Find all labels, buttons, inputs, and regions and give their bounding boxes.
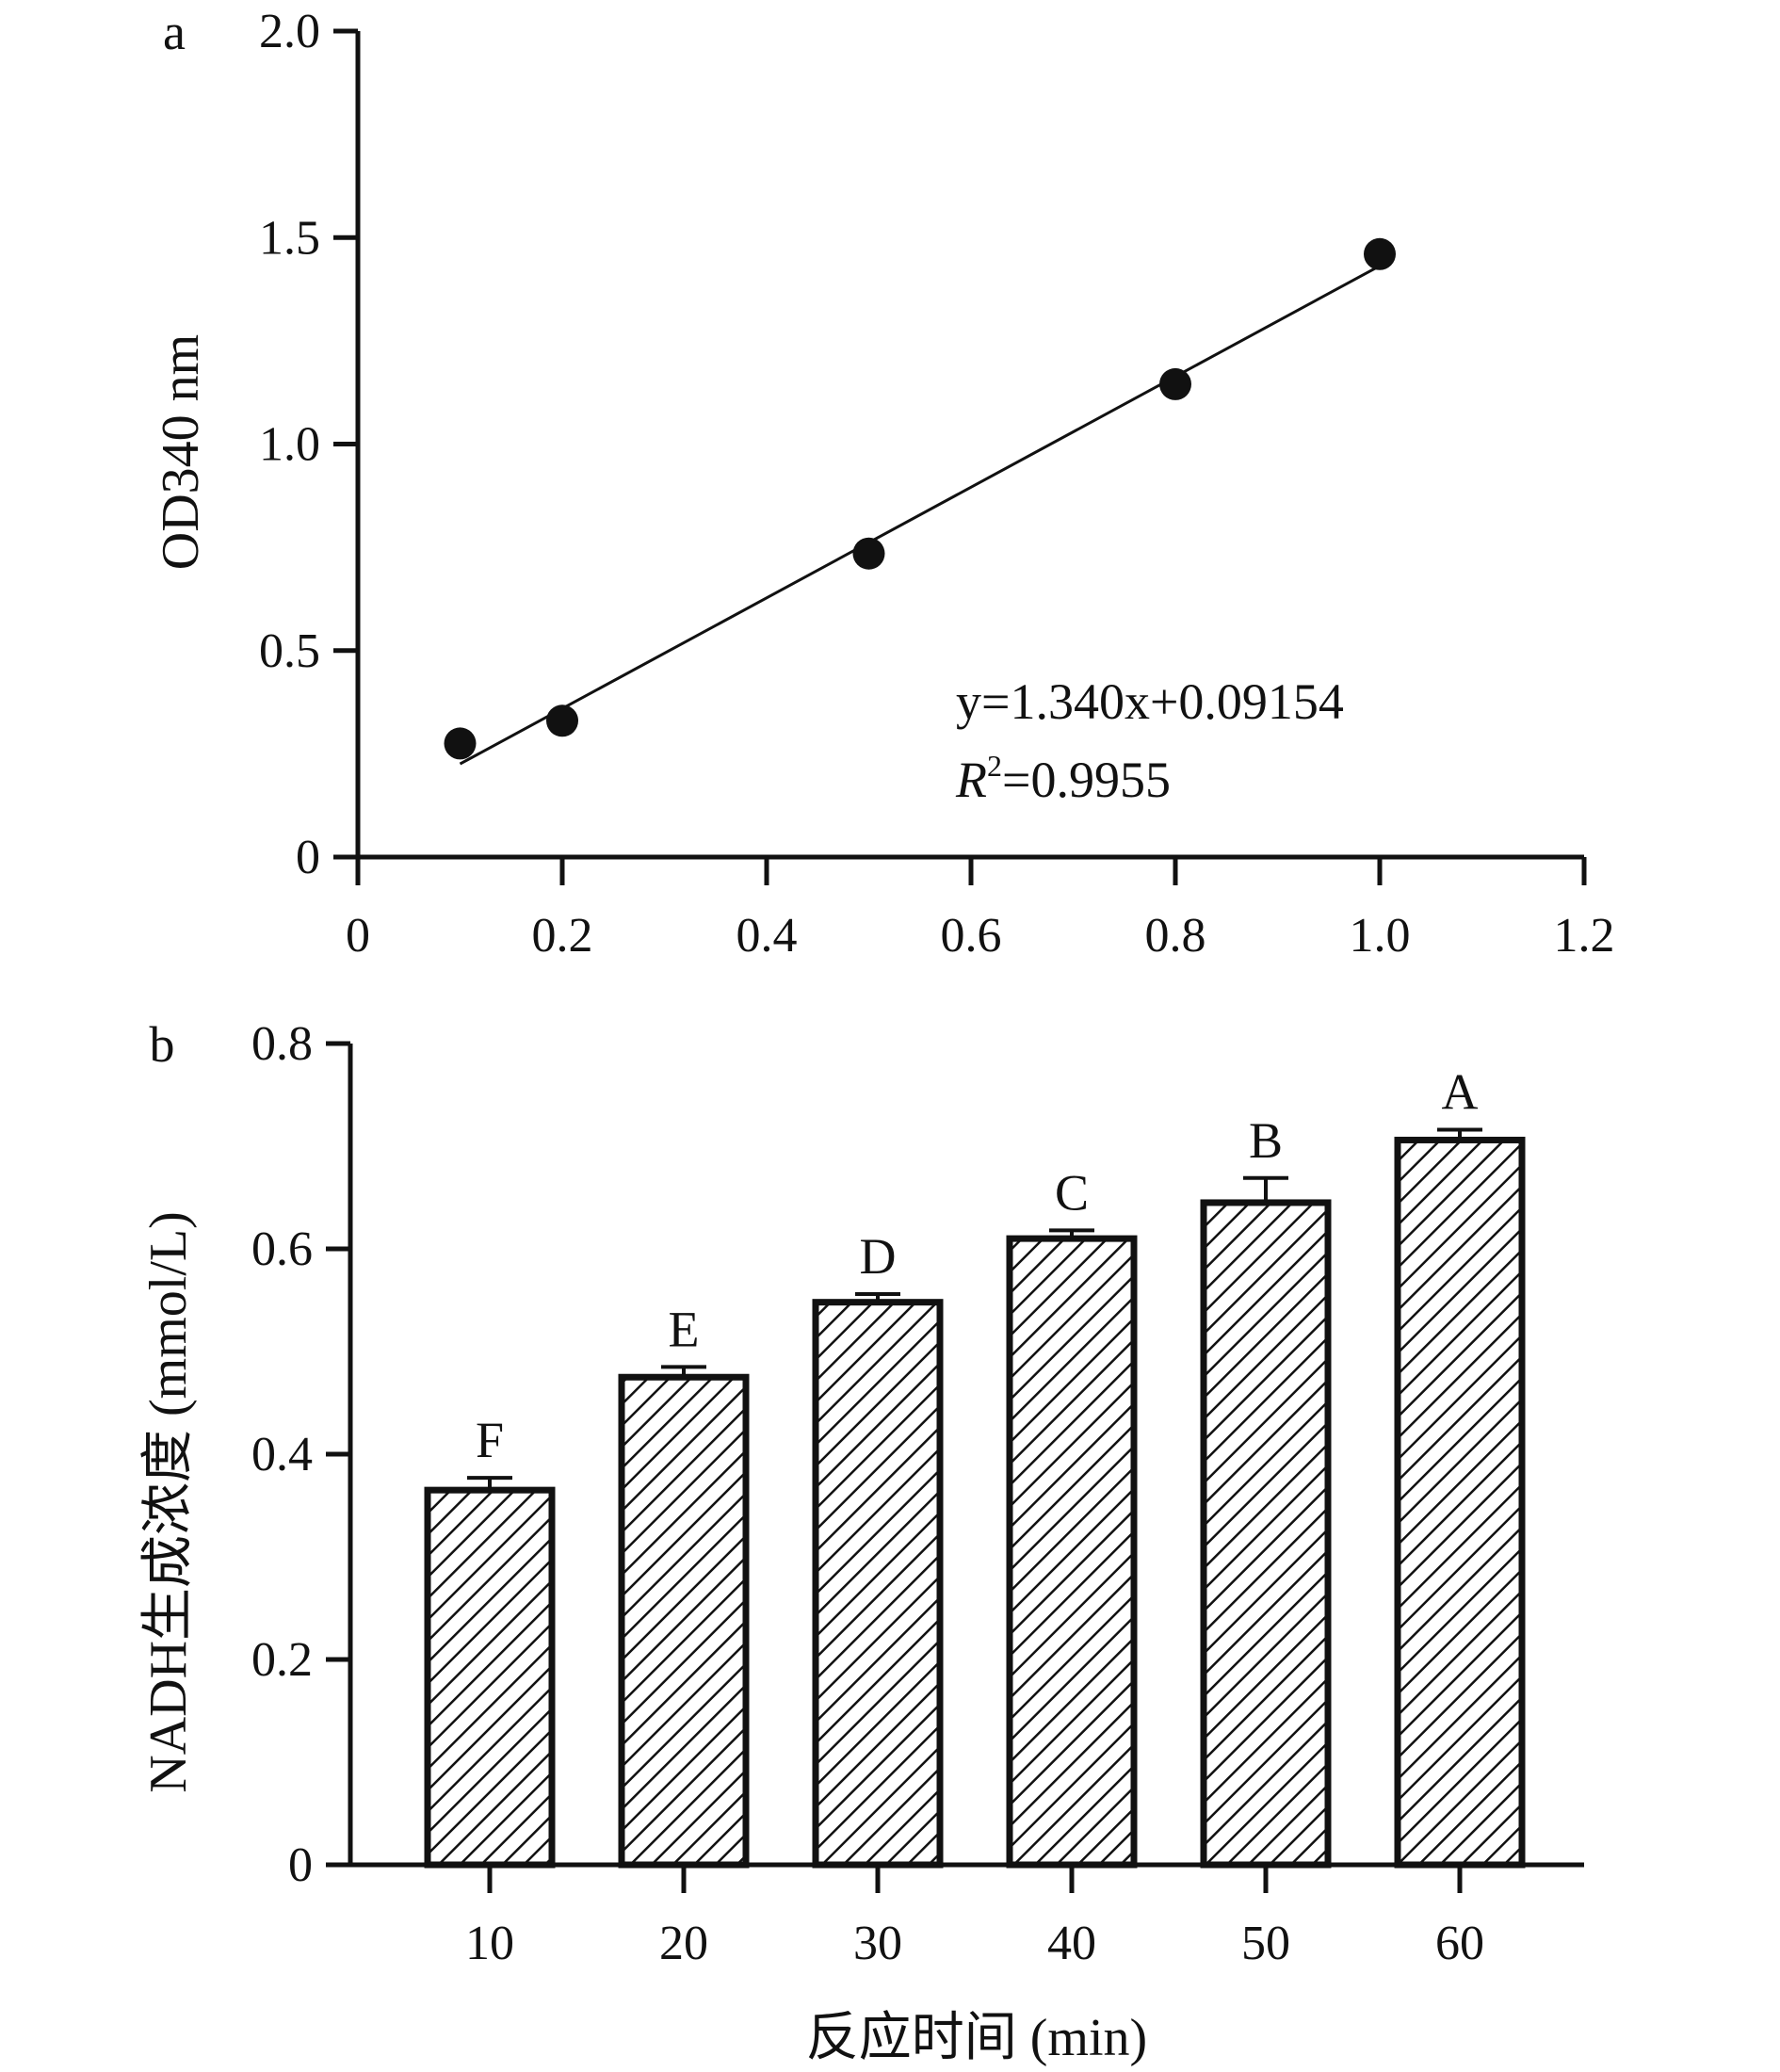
panel-b-significance-letter: B <box>1249 1112 1283 1169</box>
panel-b-significance-letter: D <box>860 1228 897 1285</box>
panel-a: a 0 0.5 1.0 1.5 2.0 0 0.2 0.4 0.6 0.8 1.0 1.2 OD340… <box>152 4 1615 963</box>
panel-a-fit-line-group <box>459 264 1381 766</box>
panel-a-x-tick-label: 0.2 <box>532 909 593 963</box>
panel-b-bar <box>618 1373 750 1869</box>
panel-a-r-squared: R2=0.9955 <box>955 749 1171 808</box>
panel-a-y-tick-label: 1.0 <box>259 418 320 472</box>
panel-b-bar <box>1006 1235 1138 1869</box>
panel-b-bar <box>1200 1199 1332 1869</box>
panel-b-bars: F E D C B A <box>424 1064 1526 1869</box>
panel-b-x-tick-label: 30 <box>853 1917 902 1970</box>
panel-a-x-tick-label: 0 <box>346 909 370 963</box>
panel-a-x-tick-label: 0.6 <box>941 909 1002 963</box>
panel-b: b 0 0.2 0.4 0.6 0.8 10 20 30 40 50 60 F E D C B A NADH生… <box>139 1016 1584 2067</box>
panel-b-x-tick-label: 20 <box>659 1917 708 1970</box>
panel-b-bar <box>424 1486 556 1869</box>
panel-a-fit-line <box>459 264 1381 766</box>
panel-a-data-point <box>444 727 477 760</box>
panel-b-significance-letter: C <box>1055 1164 1089 1221</box>
panel-b-y-tick-label: 0.8 <box>251 1017 313 1071</box>
r2-value: =0.9955 <box>1002 752 1171 808</box>
r2-superscript: 2 <box>987 749 1002 783</box>
panel-a-data-point <box>1364 237 1396 270</box>
panel-b-x-tick-label: 10 <box>465 1917 514 1970</box>
panel-a-y-tick-label: 2.0 <box>259 5 320 58</box>
panel-b-x-tick-label: 60 <box>1435 1917 1484 1970</box>
panel-a-axes <box>355 31 1584 860</box>
r2-symbol: R <box>955 752 987 808</box>
panel-a-y-axis-title: OD340 nm <box>152 334 210 570</box>
panel-b-x-axis-title: 反应时间 (min) <box>806 2009 1147 2067</box>
panel-a-y-tick-label: 0.5 <box>259 624 320 678</box>
panel-a-x-tick-label: 1.0 <box>1350 909 1411 963</box>
panel-a-x-tick-label: 0.8 <box>1145 909 1206 963</box>
panel-a-equation: y=1.340x+0.09154 <box>956 673 1344 730</box>
panel-b-x-tick-label: 50 <box>1241 1917 1290 1970</box>
panel-b-significance-letter: F <box>476 1412 504 1468</box>
panel-a-data-point <box>1159 367 1191 400</box>
panel-b-significance-letter: A <box>1442 1064 1479 1121</box>
panel-b-significance-letter: E <box>669 1301 700 1357</box>
panel-b-x-tick-label: 40 <box>1047 1917 1096 1970</box>
panel-a-x-tick-label: 0.4 <box>736 909 798 963</box>
panel-a-data-point <box>852 537 885 570</box>
panel-a-points <box>444 237 1396 760</box>
panel-a-y-tick-label: 1.5 <box>259 211 320 265</box>
panel-a-y-tick-label: 0 <box>296 831 320 884</box>
panel-b-y-tick-label: 0 <box>288 1838 313 1892</box>
panel-b-ticks: 0 0.2 0.4 0.6 0.8 10 20 30 40 50 60 <box>251 1017 1484 1970</box>
panel-b-letter: b <box>150 1016 175 1073</box>
panel-b-y-tick-label: 0.6 <box>251 1222 313 1276</box>
panel-b-bar <box>1394 1136 1526 1869</box>
panel-a-ticks: 0 0.5 1.0 1.5 2.0 0 0.2 0.4 0.6 0.8 1.0 1.2 <box>259 5 1615 963</box>
panel-b-y-tick-label: 0.4 <box>251 1428 313 1481</box>
panel-b-y-tick-label: 0.2 <box>251 1633 313 1687</box>
panel-a-data-point <box>546 704 578 737</box>
panel-b-y-axis-title: NADH生成浓度 (mmol/L) <box>139 1211 198 1793</box>
panel-a-letter: a <box>163 4 186 60</box>
panel-a-x-tick-label: 1.2 <box>1554 909 1615 963</box>
panel-b-bar <box>812 1299 944 1869</box>
